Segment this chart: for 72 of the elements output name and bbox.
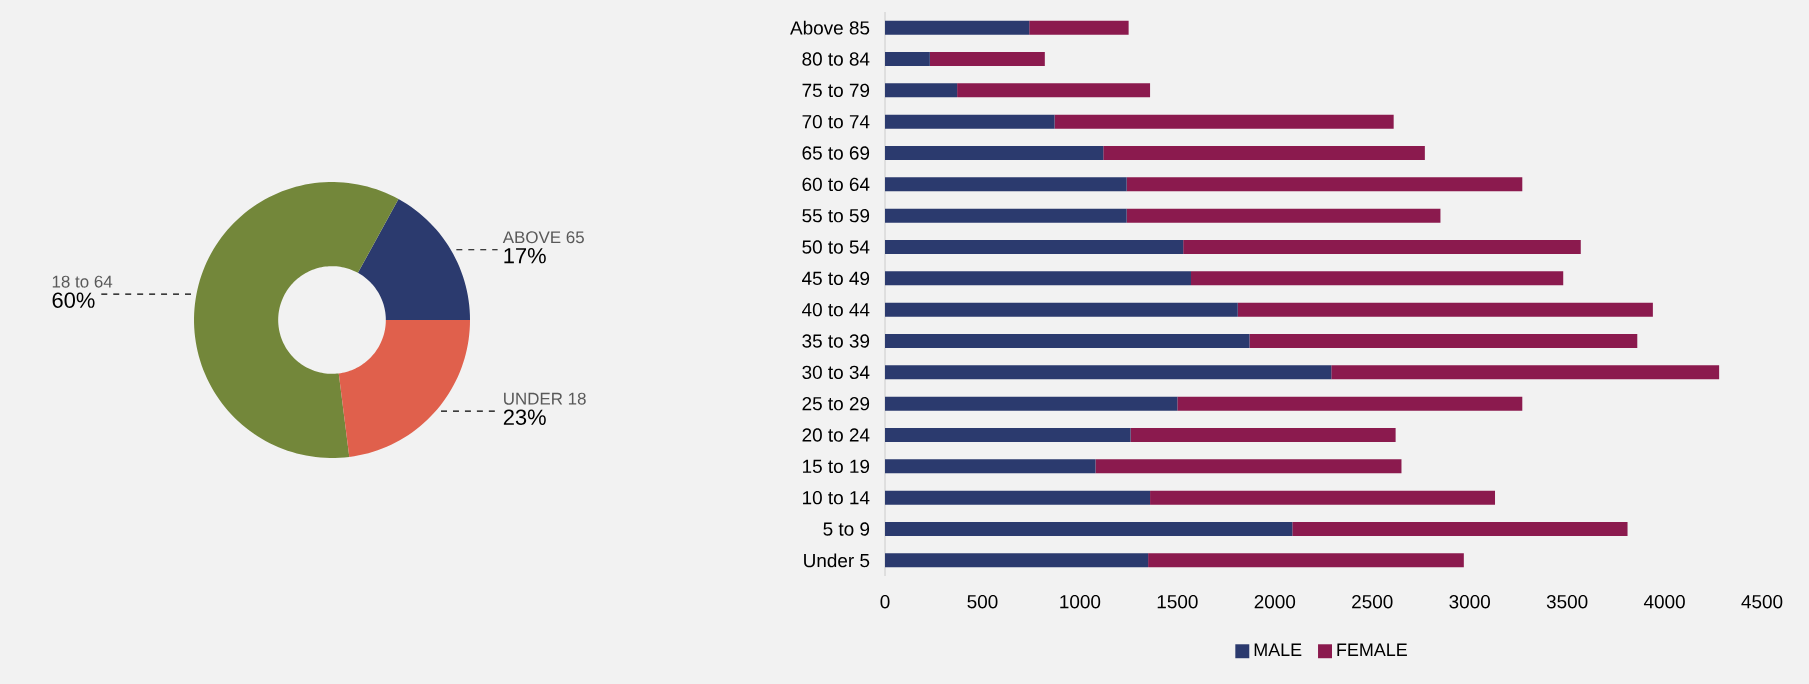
bar — [929, 51, 1045, 66]
bar — [885, 365, 1332, 380]
y-tick-label: 45 to 49 — [802, 271, 870, 286]
bar — [1190, 271, 1564, 286]
y-tick-label: 60 to 64 — [802, 177, 870, 192]
y-tick-label: 25 to 29 — [802, 396, 870, 411]
slice-label: ABOVE 65 — [502, 231, 584, 244]
x-tick-label: 4000 — [1643, 594, 1685, 609]
bar — [1177, 396, 1523, 411]
bar — [1029, 20, 1129, 35]
bar — [885, 145, 1104, 160]
y-tick-label: 70 to 74 — [802, 114, 870, 129]
bar — [885, 208, 1127, 223]
bar — [885, 459, 1096, 474]
bar — [885, 177, 1127, 192]
bar — [1183, 239, 1581, 254]
y-tick-label: 5 to 9 — [823, 522, 870, 536]
bar — [957, 83, 1151, 98]
bar — [1054, 114, 1394, 129]
bar — [1148, 553, 1464, 568]
y-tick-label: Under 5 — [804, 553, 870, 568]
y-tick-label: 10 to 14 — [803, 490, 870, 505]
bar — [1130, 428, 1396, 442]
bar — [1095, 459, 1402, 474]
y-tick-label: 30 to 34 — [802, 365, 870, 380]
y-tick-label: 65 to 69 — [802, 146, 870, 160]
bar — [885, 396, 1178, 411]
bar — [1126, 208, 1441, 223]
bar — [885, 490, 1151, 505]
slice-label: UNDER 18 — [504, 392, 586, 405]
y-tick-label: 35 to 39 — [802, 334, 870, 348]
x-tick-label: 2000 — [1254, 594, 1296, 609]
y-tick-label: 15 to 19 — [803, 459, 870, 474]
bar — [885, 553, 1149, 568]
y-tick-label: 20 to 24 — [802, 428, 870, 442]
bar — [1237, 302, 1653, 317]
slice-label: 18 to 64 — [52, 275, 113, 288]
bar — [885, 302, 1238, 317]
legend-label: FEMALE — [1337, 643, 1407, 656]
bar — [885, 271, 1191, 286]
bar — [885, 334, 1250, 348]
y-tick-label: 50 to 54 — [802, 240, 870, 254]
bar — [1249, 334, 1638, 348]
bar — [885, 239, 1184, 254]
y-tick-label: 40 to 44 — [802, 302, 870, 317]
x-tick-label: 1000 — [1060, 594, 1101, 609]
bar — [885, 428, 1131, 442]
bar — [885, 51, 930, 66]
bar — [1331, 365, 1720, 380]
x-tick-label: 3500 — [1546, 594, 1588, 609]
y-tick-label: 75 to 79 — [802, 83, 870, 98]
y-tick-label: 80 to 84 — [802, 52, 870, 66]
bar — [885, 20, 1030, 35]
x-tick-label: 4500 — [1741, 594, 1783, 609]
x-tick-label: 500 — [967, 594, 998, 609]
data-label: 23% — [503, 409, 546, 425]
legend-label: MALE — [1254, 643, 1302, 656]
bar — [1292, 522, 1628, 536]
data-label: 17% — [504, 248, 546, 264]
x-tick-label: 0 — [880, 594, 890, 609]
bar — [885, 114, 1055, 129]
x-tick-label: 2500 — [1352, 594, 1393, 609]
x-tick-label: 3000 — [1449, 594, 1490, 609]
y-tick-label: Above 85 — [790, 20, 870, 35]
bar — [885, 83, 958, 98]
bar — [1150, 490, 1496, 505]
bar — [885, 522, 1293, 536]
data-label: 60% — [52, 292, 95, 308]
x-tick-label: 1500 — [1157, 594, 1198, 609]
y-tick-label: 55 to 59 — [802, 208, 870, 223]
bar — [1126, 177, 1523, 192]
bar — [1103, 145, 1425, 160]
